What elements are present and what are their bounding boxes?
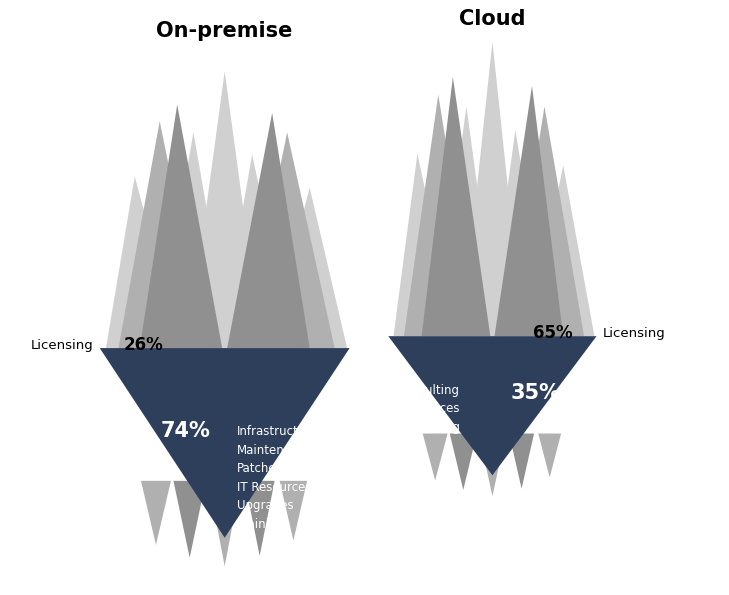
Text: On-premise: On-premise	[157, 21, 293, 41]
Text: 35%: 35%	[510, 383, 561, 403]
Polygon shape	[461, 42, 523, 336]
Polygon shape	[208, 481, 241, 566]
Polygon shape	[100, 348, 350, 538]
Polygon shape	[174, 481, 206, 558]
Polygon shape	[268, 187, 347, 348]
Polygon shape	[140, 105, 222, 348]
Polygon shape	[156, 132, 231, 348]
Polygon shape	[508, 107, 584, 336]
Polygon shape	[494, 86, 564, 336]
Text: Licensing: Licensing	[31, 339, 94, 352]
Polygon shape	[141, 481, 171, 545]
Polygon shape	[389, 336, 596, 475]
Polygon shape	[479, 434, 506, 496]
Text: Cloud: Cloud	[459, 9, 526, 29]
Polygon shape	[423, 434, 448, 481]
Polygon shape	[450, 434, 477, 490]
Polygon shape	[421, 77, 491, 336]
Polygon shape	[243, 132, 335, 348]
Text: Licensing: Licensing	[602, 327, 666, 340]
Polygon shape	[119, 121, 206, 348]
Polygon shape	[509, 434, 534, 488]
Text: 65%: 65%	[533, 324, 573, 342]
Text: Infrastructure
Maintenance
Patches
IT Resources
Upgrades
Training: Infrastructure Maintenance Patches IT Re…	[237, 425, 318, 531]
Polygon shape	[280, 481, 307, 541]
Polygon shape	[529, 165, 594, 336]
Polygon shape	[106, 177, 181, 348]
Text: 26%: 26%	[123, 336, 163, 354]
Polygon shape	[538, 434, 561, 477]
Polygon shape	[435, 107, 498, 336]
Polygon shape	[187, 71, 262, 348]
Polygon shape	[394, 154, 456, 336]
Polygon shape	[219, 155, 293, 348]
Polygon shape	[245, 481, 275, 556]
Text: 74%: 74%	[161, 421, 211, 441]
Polygon shape	[404, 95, 477, 336]
Polygon shape	[487, 130, 550, 336]
Polygon shape	[227, 113, 310, 348]
Text: Consulting
IT Resources
Training: Consulting IT Resources Training	[385, 384, 460, 434]
